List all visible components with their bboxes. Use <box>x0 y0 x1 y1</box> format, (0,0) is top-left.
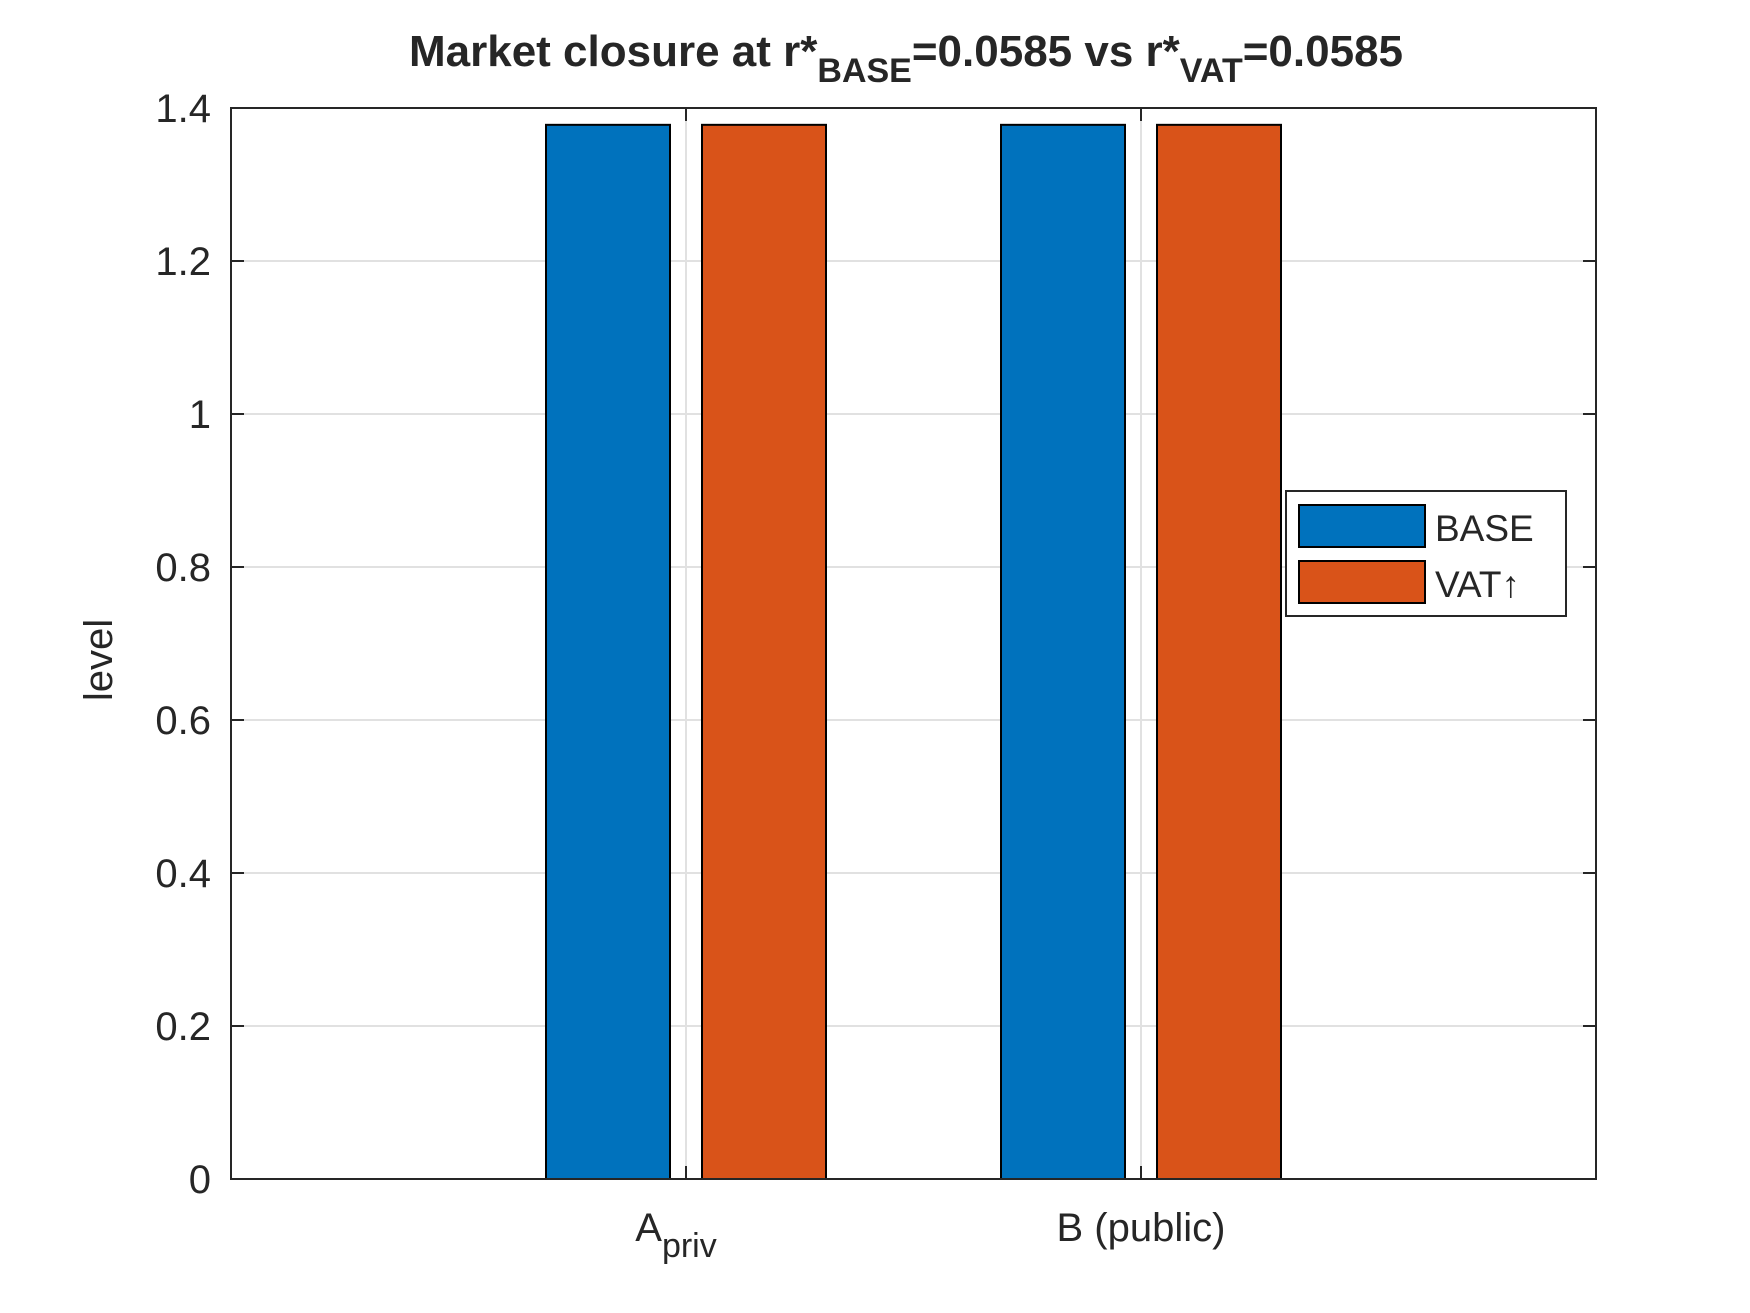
chart-title: Market closure at r*BASE=0.0585 vs r*VAT… <box>409 27 1403 90</box>
y-axis-label: level <box>77 619 121 701</box>
title-suffix: =0.0585 <box>1243 27 1403 76</box>
legend-label-base: BASE <box>1435 508 1534 549</box>
title-sub-vat: VAT <box>1180 52 1243 90</box>
y-tick-label: 0 <box>189 1158 211 1202</box>
y-tick-label: 0.8 <box>155 546 211 590</box>
y-tick-label: 0.6 <box>155 699 211 743</box>
x-tick-label: B (public) <box>1057 1206 1226 1250</box>
legend-label-vat: VAT↑ <box>1435 564 1520 605</box>
legend: BASE VAT↑ <box>1285 490 1567 617</box>
legend-swatch-vat <box>1298 560 1426 604</box>
bar-base-0 <box>545 123 671 1181</box>
y-tick-label: 1 <box>189 393 211 437</box>
bars <box>545 123 1282 1181</box>
grid-lines <box>231 107 1596 1180</box>
y-tick-label: 0.4 <box>155 852 211 896</box>
y-tick-label: 0.2 <box>155 1005 211 1049</box>
legend-swatch-base <box>1298 504 1426 548</box>
title-sub-base: BASE <box>817 52 911 90</box>
bar-vat-0 <box>701 123 827 1181</box>
axes-box <box>230 107 1597 1180</box>
x-tick-label: Apriv <box>635 1206 716 1265</box>
y-tick-label: 1.4 <box>155 87 211 131</box>
plot-area <box>231 108 1596 1179</box>
bar-vat-1 <box>1156 123 1282 1181</box>
axes: 0 0.2 0.4 0.6 0.8 1 1.2 1.4 Apriv B (public) <box>155 87 1597 1265</box>
title-prefix: Market closure at r* <box>409 27 818 76</box>
y-tick-label: 1.2 <box>155 240 211 284</box>
title-mid: =0.0585 vs r* <box>912 27 1181 76</box>
bar-base-1 <box>1000 123 1126 1181</box>
